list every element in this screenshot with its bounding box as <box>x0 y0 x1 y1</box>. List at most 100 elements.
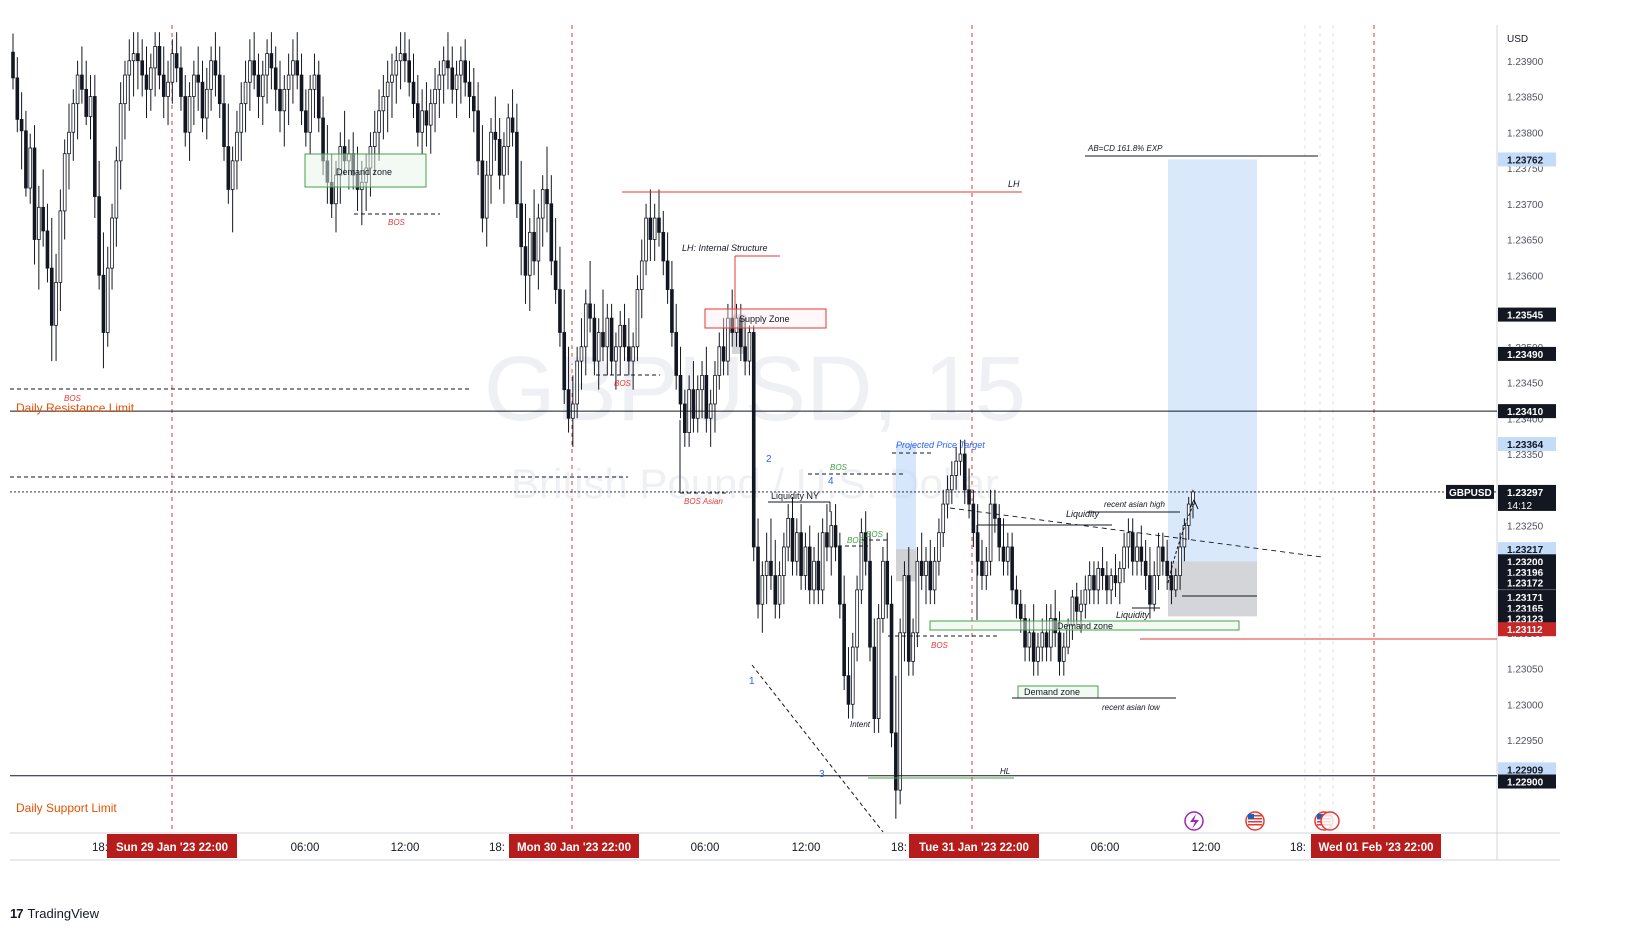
candle[interactable] <box>347 139 351 190</box>
candle[interactable] <box>549 175 554 276</box>
candle[interactable] <box>278 60 282 133</box>
candle[interactable] <box>954 446 958 490</box>
candle[interactable] <box>691 361 696 433</box>
us-flag-icon-2b[interactable] <box>1320 811 1340 831</box>
candle[interactable] <box>1001 518 1006 576</box>
candle[interactable] <box>19 92 24 170</box>
candle[interactable] <box>131 32 136 97</box>
candle[interactable] <box>971 489 976 547</box>
candle[interactable] <box>93 75 97 219</box>
candle[interactable] <box>1031 604 1036 676</box>
candle[interactable] <box>433 67 437 133</box>
candle[interactable] <box>1074 582 1079 626</box>
candle[interactable] <box>67 103 71 190</box>
candle[interactable] <box>639 239 644 319</box>
us-flag-icon[interactable] <box>1314 811 1334 831</box>
candle[interactable] <box>450 46 455 104</box>
candle[interactable] <box>41 169 45 247</box>
candle[interactable] <box>187 82 192 161</box>
candle[interactable] <box>166 60 170 126</box>
candle[interactable] <box>1126 518 1131 569</box>
candle[interactable] <box>545 146 549 233</box>
candle[interactable] <box>583 289 588 376</box>
candle[interactable] <box>510 89 515 147</box>
candle[interactable] <box>1178 532 1182 590</box>
candle[interactable] <box>360 160 364 226</box>
candle[interactable] <box>919 532 924 590</box>
candle[interactable] <box>428 89 433 154</box>
candle[interactable] <box>1135 532 1139 576</box>
candle[interactable] <box>1053 589 1057 648</box>
candle[interactable] <box>75 60 80 140</box>
candle[interactable] <box>515 103 519 219</box>
candle[interactable] <box>1087 561 1092 605</box>
candle[interactable] <box>708 389 713 447</box>
candle[interactable] <box>906 546 911 676</box>
candle[interactable] <box>721 318 726 376</box>
candle[interactable] <box>45 203 50 283</box>
candle[interactable] <box>489 117 493 204</box>
candle[interactable] <box>898 618 902 805</box>
candle[interactable] <box>1191 489 1195 519</box>
candle[interactable] <box>644 203 648 276</box>
candle[interactable] <box>403 32 407 83</box>
candle[interactable] <box>1169 561 1174 605</box>
candle[interactable] <box>394 46 399 104</box>
candle[interactable] <box>1057 611 1062 676</box>
candle[interactable] <box>273 46 278 111</box>
candle[interactable] <box>756 518 760 619</box>
candle[interactable] <box>506 103 511 176</box>
candle[interactable] <box>411 53 416 118</box>
candle[interactable] <box>751 325 756 562</box>
candle[interactable] <box>136 32 140 90</box>
candle[interactable] <box>652 203 657 261</box>
candle[interactable] <box>739 303 743 362</box>
candle[interactable] <box>209 46 213 111</box>
candle[interactable] <box>390 53 394 118</box>
candle[interactable] <box>769 518 773 590</box>
candle[interactable] <box>730 289 734 347</box>
candle[interactable] <box>295 32 300 90</box>
candle[interactable] <box>230 146 235 233</box>
candle[interactable] <box>1018 589 1023 633</box>
candle[interactable] <box>980 539 984 590</box>
candle[interactable] <box>222 75 226 161</box>
candle[interactable] <box>1083 575 1088 619</box>
candle[interactable] <box>377 89 381 161</box>
candle[interactable] <box>924 546 928 605</box>
candle[interactable] <box>782 532 786 605</box>
candle[interactable] <box>1100 546 1105 590</box>
candle[interactable] <box>1182 518 1187 562</box>
candle[interactable] <box>49 218 54 362</box>
candle[interactable] <box>1040 618 1045 662</box>
candle[interactable] <box>1113 554 1118 598</box>
candle[interactable] <box>334 160 338 233</box>
candle[interactable] <box>1044 604 1049 662</box>
candle[interactable] <box>476 82 480 176</box>
candle[interactable] <box>467 60 472 118</box>
candle[interactable] <box>179 46 183 111</box>
candle[interactable] <box>1062 632 1066 676</box>
candle[interactable] <box>975 504 980 576</box>
candle[interactable] <box>282 75 287 147</box>
candle[interactable] <box>846 647 851 719</box>
candle[interactable] <box>1109 568 1113 605</box>
candle[interactable] <box>1079 589 1083 633</box>
candle[interactable] <box>407 39 412 97</box>
candle[interactable] <box>687 375 691 447</box>
candle[interactable] <box>1023 604 1027 662</box>
candle[interactable] <box>950 461 954 505</box>
candle[interactable] <box>562 289 567 404</box>
candle[interactable] <box>1143 539 1148 590</box>
candle[interactable] <box>364 153 368 211</box>
candle[interactable] <box>863 511 868 576</box>
candle[interactable] <box>1139 525 1144 576</box>
candle[interactable] <box>881 546 885 633</box>
candle[interactable] <box>304 89 308 147</box>
candle[interactable] <box>812 546 816 605</box>
candle[interactable] <box>204 67 209 140</box>
candle[interactable] <box>872 618 877 733</box>
candle[interactable] <box>385 60 390 133</box>
us-flag-icon[interactable] <box>1245 811 1265 831</box>
candle[interactable] <box>889 575 894 748</box>
